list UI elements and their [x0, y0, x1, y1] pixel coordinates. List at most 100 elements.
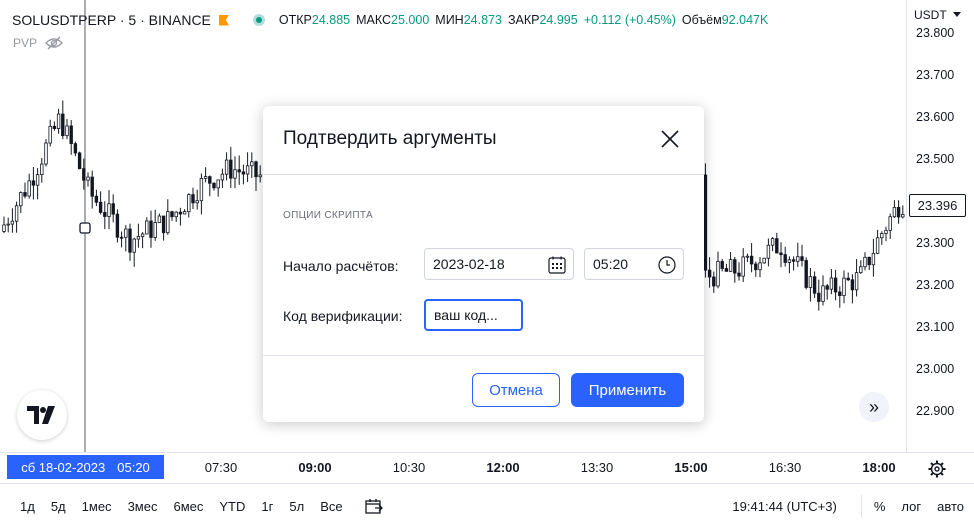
candle [136, 223, 141, 248]
price-label: 23.500 [916, 152, 955, 166]
symbol-title[interactable]: SOLUSDTPERP · 5 · BINANCE [12, 12, 211, 28]
candle [65, 119, 69, 140]
bottom-toolbar: 1д 5д 1мес 3мес 6мес YTD 1г 5л Все 19:41:44 (UTC… [0, 483, 974, 528]
candle [733, 256, 737, 283]
range-button[interactable]: Все [320, 498, 343, 514]
auto-toggle[interactable]: авто [937, 498, 964, 514]
start-label: Начало расчётов: [283, 258, 399, 274]
ohlc-value: +0.112 (+0.45%) [583, 13, 676, 27]
candle [35, 168, 40, 200]
range-button[interactable]: 6мес [173, 498, 204, 514]
candle [166, 199, 170, 235]
candle [720, 258, 724, 272]
candle [859, 260, 863, 274]
start-date-field[interactable]: 2023-02-18 [424, 248, 574, 280]
start-time-value: 05:20 [593, 256, 629, 272]
ohlc-key: МАКС [356, 13, 392, 27]
currency-selector[interactable]: USDT [914, 8, 961, 22]
candle [187, 193, 191, 218]
candle [254, 160, 258, 192]
candle [783, 246, 787, 267]
candle [901, 205, 905, 219]
price-label: 23.200 [916, 278, 955, 292]
candle [237, 155, 241, 185]
candle [44, 138, 48, 167]
time-label: 16:30 [768, 460, 802, 475]
range-button[interactable]: 3мес [127, 498, 158, 514]
candle [838, 286, 842, 308]
candle [19, 191, 23, 214]
range-button[interactable]: 1г [261, 498, 274, 514]
price-axis[interactable] [906, 0, 974, 452]
chart-area[interactable]: SOLUSDTPERP · 5 · BINANCE ОТКР 24.885 МАКС… [0, 0, 906, 452]
candle [825, 283, 829, 300]
price-label: 23.000 [916, 362, 955, 376]
candle [800, 244, 804, 267]
candle [61, 100, 65, 140]
eye-crossed-icon[interactable] [45, 36, 63, 50]
goto-date-icon[interactable] [364, 498, 383, 514]
range-button[interactable]: 5л [289, 498, 305, 514]
start-time-field[interactable]: 05:20 [584, 248, 684, 280]
candle [6, 217, 10, 233]
ohlc-key: Объём [681, 13, 722, 27]
time-label: 13:30 [580, 460, 614, 475]
candle [871, 238, 876, 277]
candle [23, 182, 27, 199]
candle [829, 269, 834, 295]
close-icon[interactable] [659, 128, 681, 150]
candle [758, 256, 762, 278]
bottom-right-controls: 19:41:44 (UTC+3) % лог авто [732, 484, 974, 528]
scroll-to-realtime-button[interactable]: » [859, 392, 889, 422]
candle [195, 189, 199, 210]
candle [119, 231, 124, 248]
candle [884, 226, 888, 242]
range-button[interactable]: YTD [219, 498, 246, 514]
candle [833, 269, 838, 301]
candle [724, 263, 729, 272]
range-button[interactable]: 1д [20, 498, 35, 514]
price-label: 22.900 [916, 404, 955, 418]
crosshair-vertical-line [79, 0, 91, 452]
clock-icon[interactable] [658, 256, 676, 274]
date-range-selector: 1д 5д 1мес 3мес 6мес YTD 1г 5л Все [12, 499, 351, 514]
percent-toggle[interactable]: % [873, 498, 886, 514]
range-button[interactable]: 5д [50, 498, 66, 514]
range-button[interactable]: 1мес [81, 498, 112, 514]
calendar-icon[interactable] [548, 256, 566, 274]
candle [86, 172, 90, 187]
start-date-value: 2023-02-18 [433, 256, 505, 272]
section-heading: ОПЦИИ СКРИПТА [283, 210, 373, 221]
verification-code-input[interactable] [424, 299, 523, 331]
code-label: Код верификации: [283, 308, 403, 324]
cancel-button[interactable]: Отмена [472, 373, 560, 407]
settings-gear-icon[interactable] [928, 460, 946, 478]
candle [161, 215, 166, 241]
log-toggle[interactable]: лог [901, 498, 922, 514]
candle [191, 187, 195, 209]
clock-timezone[interactable]: 19:41:44 (UTC+3) [732, 498, 837, 514]
candle [40, 157, 44, 183]
candle [77, 151, 82, 170]
currency-label: USDT [914, 8, 947, 22]
flag-icon[interactable] [218, 14, 229, 26]
cursor-date: сб 18-02-2023 [21, 459, 106, 475]
candle [867, 256, 871, 270]
candle [766, 238, 771, 267]
candle [182, 209, 187, 215]
candle [73, 141, 78, 157]
candle [808, 268, 813, 302]
apply-button[interactable]: Применить [571, 373, 684, 407]
candle [153, 209, 157, 241]
candle [216, 179, 220, 197]
candle [199, 173, 204, 215]
candle [728, 252, 733, 272]
candle [775, 232, 779, 254]
time-axis[interactable]: 07:30 09:00 10:30 12:00 13:30 15:00 16:30 18:00 [0, 452, 974, 483]
candle [69, 120, 73, 155]
candle [754, 261, 758, 277]
candle [115, 209, 120, 243]
divider [860, 495, 862, 517]
tradingview-logo[interactable] [17, 390, 67, 440]
indicator-name[interactable]: PVP [13, 36, 38, 50]
